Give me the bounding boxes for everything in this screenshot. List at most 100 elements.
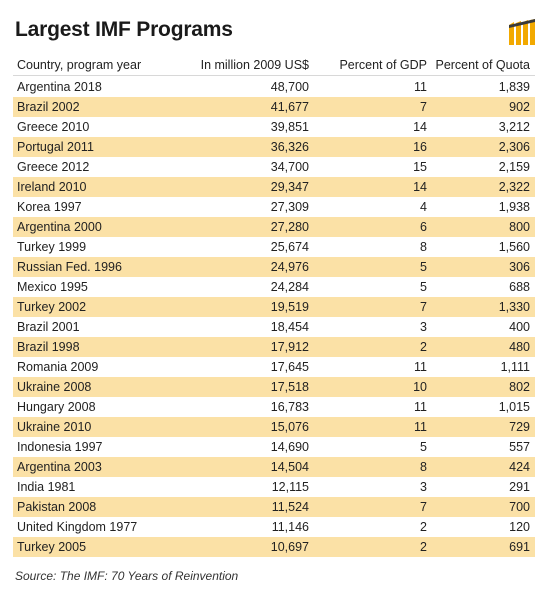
cell-gdp-percent: 7 — [420, 100, 427, 114]
cell-amount: 27,309 — [270, 200, 309, 214]
cell-country: Ukraine 2010 — [17, 420, 92, 434]
table-row: Turkey 2005 10,697 2 691 — [13, 537, 535, 557]
cell-gdp-percent: 8 — [420, 460, 427, 474]
cell-quota-percent: 902 — [509, 100, 530, 114]
column-header-country: Country, program year — [17, 57, 142, 72]
cell-quota-percent: 400 — [509, 320, 530, 334]
cell-gdp-percent: 2 — [420, 540, 427, 554]
cell-gdp-percent: 6 — [420, 220, 427, 234]
cell-gdp-percent: 11 — [414, 80, 427, 94]
cell-country: Greece 2010 — [17, 120, 90, 134]
cell-amount: 29,347 — [270, 180, 309, 194]
cell-country: Turkey 2002 — [17, 300, 87, 314]
cell-country: Turkey 2005 — [17, 540, 87, 554]
cell-gdp-percent: 14 — [413, 120, 427, 134]
cell-gdp-percent: 8 — [420, 240, 427, 254]
cell-country: Ireland 2010 — [17, 180, 87, 194]
cell-amount: 19,519 — [270, 300, 309, 314]
table-row: Argentina 2018 48,700 11 1,839 — [13, 77, 535, 97]
cell-amount: 11,146 — [271, 520, 309, 534]
cell-country: Argentina 2018 — [17, 80, 102, 94]
table-row: Brazil 2001 18,454 3 400 — [13, 317, 535, 337]
cell-country: Russian Fed. 1996 — [17, 260, 122, 274]
table-row: Mexico 1995 24,284 5 688 — [13, 277, 535, 297]
cell-amount: 10,697 — [270, 540, 309, 554]
table-row: Turkey 2002 19,519 7 1,330 — [13, 297, 535, 317]
cell-gdp-percent: 5 — [420, 440, 427, 454]
cell-gdp-percent: 11 — [414, 420, 427, 434]
table-row: Greece 2010 39,851 14 3,212 — [13, 117, 535, 137]
cell-quota-percent: 120 — [509, 520, 530, 534]
cell-quota-percent: 1,839 — [498, 80, 530, 94]
cell-gdp-percent: 7 — [420, 300, 427, 314]
cell-quota-percent: 800 — [509, 220, 530, 234]
cell-country: Brazil 2002 — [17, 100, 80, 114]
cell-amount: 41,677 — [270, 100, 309, 114]
cell-amount: 48,700 — [270, 80, 309, 94]
cell-amount: 11,524 — [271, 500, 309, 514]
cell-quota-percent: 1,938 — [498, 200, 530, 214]
chart-title: Largest IMF Programs — [15, 18, 233, 41]
cell-quota-percent: 691 — [509, 540, 530, 554]
cell-amount: 36,326 — [270, 140, 309, 154]
imf-programs-table: Country, program year In million 2009 US… — [13, 54, 535, 557]
cell-quota-percent: 306 — [509, 260, 530, 274]
cell-amount: 17,645 — [270, 360, 309, 374]
cell-gdp-percent: 5 — [420, 260, 427, 274]
table-row: Indonesia 1997 14,690 5 557 — [13, 437, 535, 457]
source-note: Source: The IMF: 70 Years of Reinvention — [15, 569, 239, 583]
bars-logo-icon — [509, 19, 535, 45]
cell-country: India 1981 — [17, 480, 76, 494]
cell-country: Mexico 1995 — [17, 280, 88, 294]
table-body: Argentina 2018 48,700 11 1,839 Brazil 2002 41… — [13, 77, 535, 557]
table-row: Korea 1997 27,309 4 1,938 — [13, 197, 535, 217]
cell-gdp-percent: 14 — [413, 180, 427, 194]
cell-country: Argentina 2003 — [17, 460, 102, 474]
cell-gdp-percent: 7 — [420, 500, 427, 514]
cell-quota-percent: 802 — [509, 380, 530, 394]
table-row: Romania 2009 17,645 11 1,111 — [13, 357, 535, 377]
cell-country: Korea 1997 — [17, 200, 82, 214]
cell-quota-percent: 424 — [509, 460, 530, 474]
cell-quota-percent: 729 — [509, 420, 530, 434]
cell-country: Turkey 1999 — [17, 240, 87, 254]
table-row: Russian Fed. 1996 24,976 5 306 — [13, 257, 535, 277]
cell-gdp-percent: 2 — [420, 340, 427, 354]
cell-gdp-percent: 10 — [413, 380, 427, 394]
cell-amount: 16,783 — [270, 400, 309, 414]
table-row: Brazil 1998 17,912 2 480 — [13, 337, 535, 357]
cell-amount: 17,912 — [270, 340, 309, 354]
cell-amount: 24,976 — [270, 260, 309, 274]
cell-quota-percent: 1,111 — [500, 360, 530, 374]
cell-amount: 15,076 — [270, 420, 309, 434]
cell-amount: 17,518 — [270, 380, 309, 394]
cell-quota-percent: 480 — [509, 340, 530, 354]
cell-gdp-percent: 11 — [414, 400, 427, 414]
table-row: Hungary 2008 16,783 11 1,015 — [13, 397, 535, 417]
cell-gdp-percent: 4 — [420, 200, 427, 214]
cell-gdp-percent: 16 — [413, 140, 427, 154]
cell-amount: 18,454 — [270, 320, 309, 334]
cell-gdp-percent: 3 — [420, 480, 427, 494]
cell-quota-percent: 1,015 — [498, 400, 530, 414]
cell-quota-percent: 688 — [509, 280, 530, 294]
cell-amount: 14,504 — [270, 460, 309, 474]
cell-gdp-percent: 5 — [420, 280, 427, 294]
table-row: India 1981 12,115 3 291 — [13, 477, 535, 497]
cell-country: United Kingdom 1977 — [17, 520, 138, 534]
cell-amount: 27,280 — [270, 220, 309, 234]
table-row: Greece 2012 34,700 15 2,159 — [13, 157, 535, 177]
table-row: Portugal 2011 36,326 16 2,306 — [13, 137, 535, 157]
cell-country: Romania 2009 — [17, 360, 99, 374]
table-row: Turkey 1999 25,674 8 1,560 — [13, 237, 535, 257]
cell-amount: 39,851 — [270, 120, 309, 134]
cell-amount: 25,674 — [270, 240, 309, 254]
cell-country: Hungary 2008 — [17, 400, 96, 414]
table-row: United Kingdom 1977 11,146 2 120 — [13, 517, 535, 537]
cell-quota-percent: 2,322 — [498, 180, 530, 194]
cell-amount: 34,700 — [270, 160, 309, 174]
table-row: Ireland 2010 29,347 14 2,322 — [13, 177, 535, 197]
table-row: Argentina 2003 14,504 8 424 — [13, 457, 535, 477]
cell-amount: 14,690 — [270, 440, 309, 454]
cell-gdp-percent: 3 — [420, 320, 427, 334]
